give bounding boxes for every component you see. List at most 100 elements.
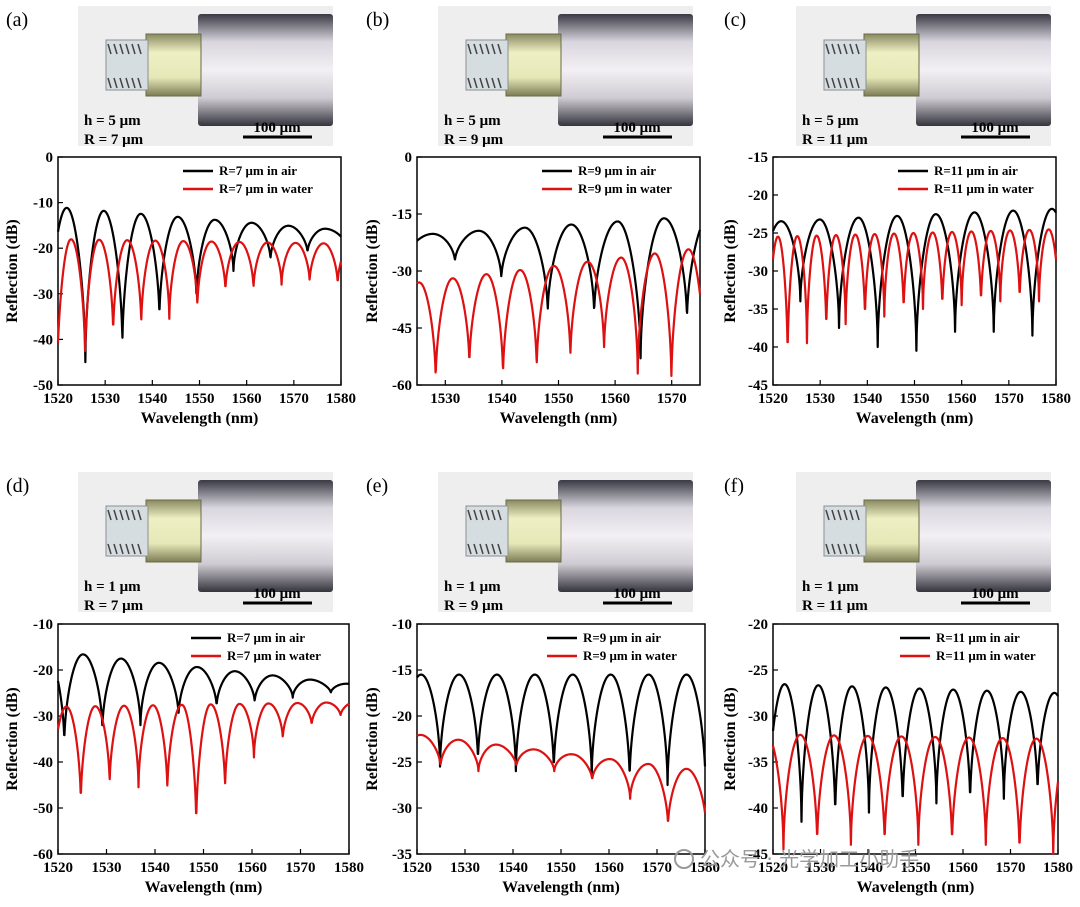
y-tick-label: -30 [392, 801, 412, 817]
micrograph-image [78, 472, 333, 612]
spring-coil [467, 509, 472, 521]
micro-label-r: R = 9 μm [444, 132, 504, 148]
y-tick-label: 0 [405, 150, 413, 166]
y-tick-label: -10 [33, 196, 53, 212]
spring-coil [837, 77, 842, 89]
series-line-air [771, 207, 1057, 352]
spring-coil [131, 543, 136, 555]
x-tick-label: 1580 [690, 860, 720, 876]
x-tick-label: 1540 [137, 391, 167, 407]
x-tick-label: 1570 [279, 391, 309, 407]
spring-coil [491, 77, 496, 89]
panel-label: (d) [6, 475, 29, 497]
spring-coil [837, 43, 842, 55]
spring-coil [485, 43, 490, 55]
spring-coil [131, 77, 136, 89]
spring-coil [113, 543, 118, 555]
spring-coil [843, 43, 848, 55]
micrograph-image [796, 6, 1051, 146]
spring-coil [485, 543, 490, 555]
x-tick-label: 1540 [487, 391, 517, 407]
x-tick-label: 1570 [642, 860, 672, 876]
x-tick-label: 1560 [232, 391, 262, 407]
y-tick-label: -60 [33, 847, 53, 863]
x-tick-label: 1550 [900, 391, 930, 407]
spring-coil [473, 77, 478, 89]
x-tick-label: 1580 [1043, 860, 1073, 876]
spring-coil [119, 509, 124, 521]
x-tick-label: 1560 [948, 860, 978, 876]
series-line-water [416, 248, 702, 378]
micro-label-h: h = 1 μm [802, 579, 859, 595]
panel-label: (c) [724, 9, 746, 31]
legend-entry: R=9 μm in water [583, 648, 677, 663]
legend-entry: R=7 μm in air [219, 163, 297, 178]
polymer-cap [505, 33, 562, 97]
fiber-body [198, 480, 333, 592]
y-tick-label: -15 [392, 663, 412, 679]
spring-coil [849, 77, 854, 89]
panel-b: (b) h = 5 μm R = 9 μm 100 μm 1530 1540 1550 156… [364, 6, 702, 427]
micro-label-r: R = 7 μm [84, 598, 144, 614]
x-tick-label: 1560 [947, 391, 977, 407]
spring-coil [131, 43, 136, 55]
legend-entry: R=11 μm in water [934, 181, 1034, 196]
spring-coil [843, 509, 848, 521]
polymer-cap [505, 499, 562, 563]
y-tick-label: -40 [748, 340, 768, 356]
x-axis-label: Wavelength (nm) [856, 410, 974, 427]
x-tick-label: 1540 [853, 860, 883, 876]
x-axis-label: Wavelength (nm) [145, 879, 263, 896]
spring-coil [825, 77, 830, 89]
series-line-water [56, 238, 343, 353]
polymer-cap [145, 33, 202, 97]
micrograph-image [438, 6, 693, 146]
spring-coil [113, 43, 118, 55]
fiber-body [916, 14, 1051, 126]
x-tick-label: 1570 [286, 860, 316, 876]
x-tick-label: 1540 [140, 860, 170, 876]
micro-label-r: R = 9 μm [444, 598, 504, 614]
x-tick-label: 1530 [430, 391, 460, 407]
y-tick-label: -30 [748, 709, 768, 725]
legend-entry: R=11 μm in air [936, 630, 1020, 645]
panel-c: (c) h = 5 μm R = 11 μm 100 μm 1520 1530 1540 15… [722, 6, 1071, 427]
spring-coil [479, 543, 484, 555]
x-tick-label: 1580 [334, 860, 364, 876]
spring-coil [479, 43, 484, 55]
y-tick-label: -45 [392, 321, 412, 337]
spring-coil [485, 77, 490, 89]
spring-coil [849, 543, 854, 555]
scale-bar-label: 100 μm [613, 120, 661, 136]
y-tick-label: -20 [748, 617, 768, 633]
x-tick-label: 1550 [185, 391, 215, 407]
spring-coil [137, 43, 142, 55]
spring-coil [491, 543, 496, 555]
micro-label-h: h = 5 μm [84, 113, 141, 129]
x-tick-label: 1520 [43, 391, 73, 407]
series-line-air [56, 206, 342, 364]
spring-coil [497, 77, 502, 89]
x-axis-label: Wavelength (nm) [141, 410, 259, 427]
micro-label-h: h = 1 μm [84, 579, 141, 595]
legend-entry: R=7 μm in water [219, 181, 313, 196]
legend-entry: R=11 μm in water [936, 648, 1036, 663]
x-tick-label: 1550 [189, 860, 219, 876]
spring-coil [837, 509, 842, 521]
y-tick-label: -15 [748, 150, 768, 166]
panel-label: (e) [366, 475, 388, 497]
fiber-body [558, 480, 693, 592]
spring-coil [125, 43, 130, 55]
series-line-water [416, 733, 707, 822]
y-tick-label: -50 [33, 378, 53, 394]
y-tick-label: -20 [748, 188, 768, 204]
y-axis-label: Reflection (dB) [4, 219, 21, 323]
spring-coil [837, 543, 842, 555]
spring-coil [107, 543, 112, 555]
legend-entry: R=9 μm in air [578, 163, 656, 178]
x-tick-label: 1530 [805, 391, 835, 407]
x-axis-label: Wavelength (nm) [500, 410, 618, 427]
spring-coil [855, 77, 860, 89]
x-tick-label: 1530 [90, 391, 120, 407]
y-tick-label: -40 [33, 332, 53, 348]
